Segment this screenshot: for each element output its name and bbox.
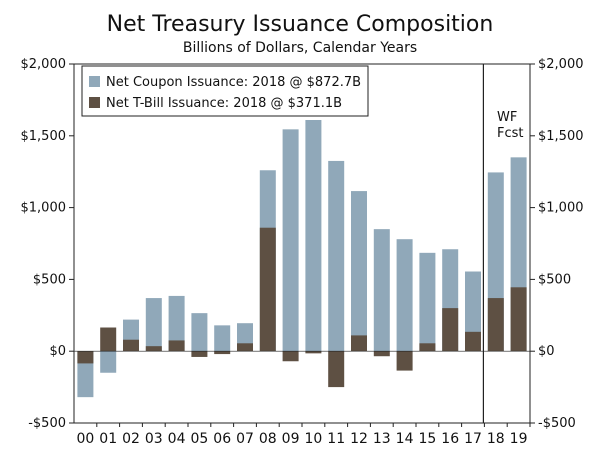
y-tick-label-right: $1,000 bbox=[538, 201, 584, 216]
bar-tbill-18 bbox=[487, 298, 504, 352]
bar-coupon-13 bbox=[373, 229, 390, 352]
y-tick-label-right: $500 bbox=[538, 272, 571, 287]
bar-tbill-06 bbox=[214, 351, 231, 355]
x-tick-label: 01 bbox=[99, 431, 117, 447]
x-tick-label: 06 bbox=[213, 431, 231, 447]
y-tick-label-left: $0 bbox=[49, 344, 66, 359]
x-tick-label: 08 bbox=[259, 431, 277, 447]
x-tick-label: 04 bbox=[168, 431, 186, 447]
x-tick-label: 16 bbox=[441, 431, 459, 447]
bar-coupon-09 bbox=[282, 129, 299, 352]
x-tick-label: 18 bbox=[487, 431, 505, 447]
x-tick-label: 07 bbox=[236, 431, 254, 447]
legend-box bbox=[81, 65, 369, 117]
bar-tbill-02 bbox=[123, 339, 139, 352]
y-tick-label-left: $1,500 bbox=[21, 129, 67, 144]
bar-tbill-09 bbox=[282, 351, 299, 362]
y-tick-label-left: $500 bbox=[33, 272, 66, 287]
bar-tbill-05 bbox=[191, 351, 208, 357]
chart-subtitle: Billions of Dollars, Calendar Years bbox=[183, 40, 417, 56]
bar-tbill-03 bbox=[145, 346, 162, 352]
bar-tbill-19 bbox=[510, 287, 527, 352]
bar-coupon-03 bbox=[145, 298, 162, 352]
bar-coupon-15 bbox=[419, 252, 436, 352]
x-tick-label: 13 bbox=[373, 431, 391, 447]
bar-tbill-16 bbox=[442, 308, 459, 352]
plot-frame bbox=[73, 63, 531, 424]
bar-coupon-01 bbox=[100, 351, 117, 373]
legend: Net Coupon Issuance: 2018 @ $872.7B Net … bbox=[81, 65, 369, 117]
bar-tbill-07 bbox=[237, 343, 253, 352]
bar-coupon-12 bbox=[351, 191, 367, 352]
x-tick-label: 03 bbox=[145, 431, 163, 447]
bar-tbill-04 bbox=[168, 340, 185, 352]
bar-coupon-17 bbox=[465, 271, 481, 352]
x-tick-label: 10 bbox=[304, 431, 322, 447]
bar-tbill-11 bbox=[328, 351, 345, 388]
bar-tbill-13 bbox=[373, 351, 390, 357]
y-tick-label-left: $1,000 bbox=[21, 201, 67, 216]
legend-swatch-coupon bbox=[89, 76, 100, 87]
bar-coupon-05 bbox=[191, 313, 208, 352]
x-tick-label: 14 bbox=[396, 431, 414, 447]
bar-tbill-10 bbox=[305, 351, 322, 354]
y-tick-label-right: $1,500 bbox=[538, 129, 584, 144]
chart-title: Net Treasury Issuance Composition bbox=[107, 12, 494, 37]
bar-tbill-14 bbox=[396, 351, 413, 371]
bar-tbill-01 bbox=[100, 327, 117, 352]
x-tick-label: 02 bbox=[122, 431, 140, 447]
bar-tbill-12 bbox=[351, 335, 367, 352]
x-tick-label: 17 bbox=[464, 431, 482, 447]
x-tick-label: 00 bbox=[76, 431, 94, 447]
bar-coupon-06 bbox=[214, 325, 231, 352]
y-tick-label-right: -$500 bbox=[538, 416, 576, 431]
x-tick-label: 12 bbox=[350, 431, 368, 447]
x-tick-label: 09 bbox=[282, 431, 300, 447]
bar-tbill-17 bbox=[465, 331, 481, 352]
bar-coupon-14 bbox=[396, 239, 413, 352]
bar-tbill-08 bbox=[259, 227, 276, 352]
bar-coupon-10 bbox=[305, 120, 322, 352]
forecast-annotation-line2: Fcst bbox=[497, 126, 524, 141]
x-tick-label: 15 bbox=[418, 431, 436, 447]
bar-coupon-11 bbox=[328, 160, 345, 352]
y-tick-label-right: $0 bbox=[538, 344, 555, 359]
forecast-annotation-line1: WF bbox=[497, 110, 517, 125]
y-tick-label-right: $2,000 bbox=[538, 57, 584, 72]
bar-tbill-00 bbox=[77, 351, 94, 364]
y-tick-label-left: $2,000 bbox=[21, 57, 67, 72]
y-tick-label-left: -$500 bbox=[28, 416, 66, 431]
bar-tbill-15 bbox=[419, 343, 436, 352]
x-tick-label: 11 bbox=[327, 431, 345, 447]
bar-coupon-04 bbox=[168, 295, 185, 352]
x-tick-label: 19 bbox=[510, 431, 528, 447]
legend-label-tbill: Net T-Bill Issuance: 2018 @ $371.1B bbox=[106, 96, 342, 111]
legend-label-coupon: Net Coupon Issuance: 2018 @ $872.7B bbox=[106, 75, 361, 90]
legend-swatch-tbill bbox=[89, 97, 100, 108]
x-tick-label: 05 bbox=[190, 431, 208, 447]
